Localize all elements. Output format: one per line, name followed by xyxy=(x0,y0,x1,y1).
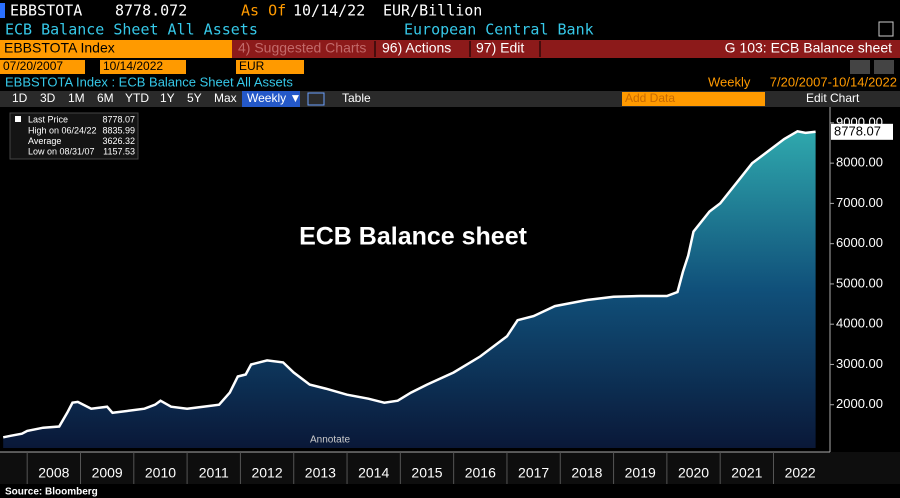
line xyxy=(2,129,816,439)
axis-panel xyxy=(830,107,900,452)
legend-stat-label: Low on 08/31/07 xyxy=(28,146,95,156)
x-tick-label: 2010 xyxy=(145,465,176,481)
last-value-box xyxy=(831,123,893,140)
chart: 2000.00 3000.00 4000.00 5000.00 6000.00 7000.… xyxy=(0,107,900,484)
y-tick-label: 5000.00 xyxy=(836,275,883,290)
ticker: EBBSTOTA xyxy=(10,2,82,20)
currency: EUR xyxy=(239,59,265,73)
security: EBBSTOTA Index xyxy=(4,40,115,56)
x-tick-label: 2016 xyxy=(465,465,496,481)
x-tick-label: 2013 xyxy=(305,465,336,481)
legend-stat-label: High on 06/24/22 xyxy=(28,125,97,135)
legend-stat-label: Average xyxy=(28,136,61,146)
table-tab[interactable]: Table xyxy=(342,91,371,105)
period-tab[interactable]: 3D xyxy=(40,91,56,105)
popout-icon[interactable] xyxy=(878,21,894,37)
x-axis-panel xyxy=(0,452,900,484)
y-tick-label: 2000.00 xyxy=(836,396,883,411)
as-of-date: 10/14/22 xyxy=(293,2,365,20)
x-tick-label: 2015 xyxy=(411,465,442,481)
period-tab[interactable]: Max xyxy=(214,91,237,105)
chart-subtitle: EBBSTOTA Index : ECB Balance Sheet All A… xyxy=(5,74,293,89)
x-tick-label: 2022 xyxy=(785,465,816,481)
add-data: Add Data xyxy=(625,91,675,105)
period-tab[interactable]: YTD xyxy=(125,91,149,105)
period-tab[interactable]: 1M xyxy=(68,91,85,105)
price: 8778.072 xyxy=(115,2,187,20)
x-tick-label: 2011 xyxy=(199,465,229,481)
end-date-field[interactable] xyxy=(100,60,186,74)
legend-box xyxy=(9,112,139,160)
x-tick-label: 2021 xyxy=(731,465,762,481)
period-tabs: 1D 3D 1M 6M YTD 1Y 5Y Max xyxy=(12,91,237,105)
menu-bar xyxy=(232,40,900,58)
last-value-label: 8778.07 xyxy=(834,123,881,138)
frequency: Weekly xyxy=(708,74,751,89)
chart-type-icon[interactable] xyxy=(307,92,325,106)
security-field[interactable] xyxy=(0,40,232,58)
legend-stat-value: 1157.53 xyxy=(103,146,135,156)
source-name: European Central Bank xyxy=(404,21,594,39)
y-tick-label: 4000.00 xyxy=(836,316,883,331)
period-tab[interactable]: 6M xyxy=(97,91,114,105)
y-tick-label: 8000.00 xyxy=(836,155,883,170)
legend-swatch xyxy=(15,116,21,122)
frequency-button[interactable] xyxy=(242,91,300,107)
add-data-field[interactable] xyxy=(622,92,765,106)
y-tick-label: 6000.00 xyxy=(836,235,883,250)
x-tick-label: 2019 xyxy=(625,465,656,481)
start-date: 07/20/2007 xyxy=(3,59,63,73)
x-tick-label: 2014 xyxy=(358,465,389,481)
period-tab[interactable]: 1D xyxy=(12,91,28,105)
units: EUR/Billion xyxy=(383,2,482,20)
legend-stat-value: 8835.99 xyxy=(102,125,135,135)
start-date-field[interactable] xyxy=(0,60,85,74)
source: Source: Bloomberg xyxy=(5,487,98,498)
as-of-label: As Of xyxy=(241,2,286,20)
y-tick-label: 7000.00 xyxy=(836,195,883,210)
chart-title: ECB Balance sheet xyxy=(299,223,528,251)
x-tick-label: 2020 xyxy=(678,465,709,481)
frequency-menu: Weekly ▼ xyxy=(247,91,301,105)
date-range: 7/20/2007-10/14/2022 xyxy=(770,74,897,89)
x-tick-label: 2012 xyxy=(251,465,282,481)
legend-stat-value: 3626.32 xyxy=(102,136,135,146)
legend-value: 8778.07 xyxy=(102,114,135,124)
x-tick-label: 2008 xyxy=(38,465,69,481)
security-marker xyxy=(0,3,5,18)
undo-button[interactable] xyxy=(850,60,870,74)
page-name: G 103: ECB Balance sheet xyxy=(725,40,892,56)
description: ECB Balance Sheet All Assets xyxy=(5,21,258,39)
annotate-button[interactable]: Annotate xyxy=(310,435,350,446)
area xyxy=(3,131,816,449)
legend-name: Last Price xyxy=(28,114,68,124)
period-tab[interactable]: 5Y xyxy=(187,91,202,105)
period-tab[interactable]: 1Y xyxy=(160,91,175,105)
actions-menu[interactable]: 96) Actions xyxy=(382,40,451,56)
settings-button[interactable] xyxy=(874,60,894,74)
end-date: 10/14/2022 xyxy=(103,59,163,73)
edit-chart[interactable]: Edit Chart xyxy=(806,91,860,105)
suggested-charts[interactable]: 4) Suggested Charts xyxy=(238,40,366,56)
y-tick-label: 3000.00 xyxy=(836,356,883,371)
x-tick-label: 2017 xyxy=(518,465,549,481)
x-tick-label: 2009 xyxy=(92,465,123,481)
x-tick-label: 2018 xyxy=(571,465,602,481)
edit-menu[interactable]: 97) Edit xyxy=(476,40,524,56)
currency-field[interactable] xyxy=(236,60,304,74)
